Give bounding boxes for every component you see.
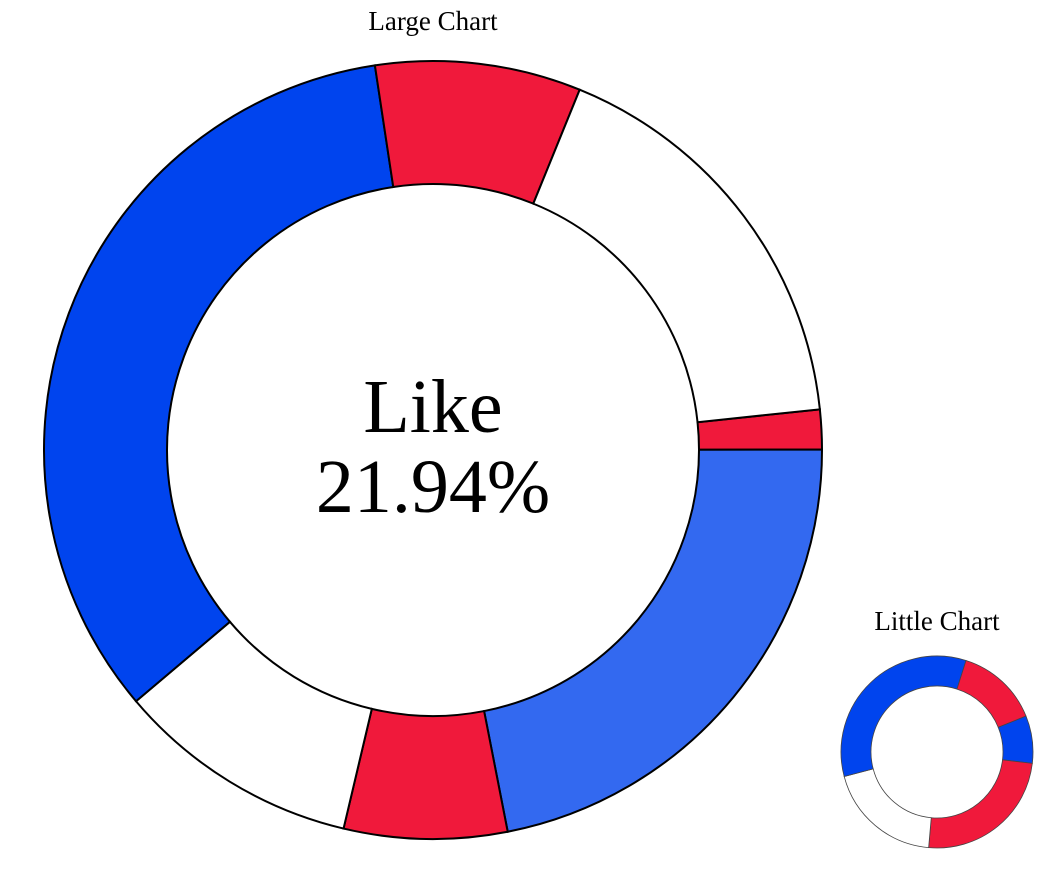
large-chart-slice-5[interactable]	[43, 64, 395, 703]
little-chart-title: Little Chart	[874, 606, 1000, 636]
little-chart-slice-3[interactable]	[843, 768, 932, 849]
large-chart-slice-2[interactable]	[482, 448, 824, 833]
little-chart-slice-5[interactable]	[956, 659, 1027, 728]
large-chart-title: Large Chart	[368, 6, 498, 36]
large-donut-chart: Large Chart Like 21.94%	[43, 6, 824, 840]
large-chart-slices	[43, 60, 824, 840]
little-donut-chart: Little Chart	[840, 606, 1034, 849]
large-chart-center-label: Like	[363, 365, 502, 449]
large-chart-slice-7[interactable]	[531, 88, 821, 424]
large-chart-center-value: 21.94%	[316, 445, 550, 529]
little-chart-slices	[840, 655, 1034, 849]
little-chart-slice-4[interactable]	[840, 655, 967, 778]
little-chart-slice-2[interactable]	[928, 759, 1033, 849]
